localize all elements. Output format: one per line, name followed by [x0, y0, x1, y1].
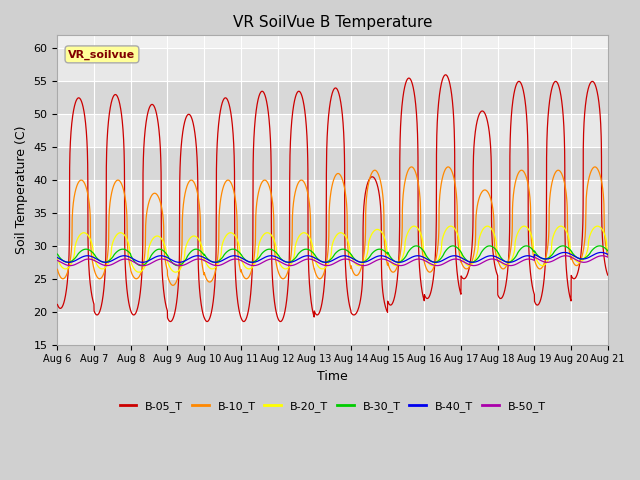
Bar	[58, 213, 608, 246]
B-40_T	[54, 255, 61, 261]
B-05_T	[442, 72, 449, 78]
B-40_T	[561, 250, 568, 255]
B-20_T	[207, 266, 215, 272]
B-05_T	[604, 272, 612, 278]
B-40_T	[604, 252, 612, 257]
Bar	[58, 114, 608, 147]
B-50_T	[207, 261, 215, 267]
B-10_T	[387, 267, 394, 273]
B-20_T	[135, 269, 143, 275]
Line: B-30_T: B-30_T	[58, 246, 608, 265]
B-50_T	[172, 262, 179, 267]
B-10_T	[54, 266, 61, 272]
B-40_T	[552, 252, 559, 258]
Line: B-40_T: B-40_T	[58, 252, 608, 262]
Bar	[58, 312, 608, 345]
B-05_T	[166, 319, 174, 324]
Bar	[58, 147, 608, 180]
B-30_T	[604, 248, 612, 254]
B-05_T	[387, 302, 394, 308]
B-20_T	[387, 258, 394, 264]
Bar	[58, 246, 608, 279]
B-50_T	[54, 257, 61, 263]
B-50_T	[604, 254, 611, 260]
B-05_T	[172, 307, 179, 312]
B-30_T	[387, 254, 394, 260]
B-30_T	[207, 259, 215, 264]
Bar	[58, 82, 608, 114]
B-30_T	[396, 259, 404, 265]
B-50_T	[552, 257, 559, 263]
B-30_T	[552, 247, 559, 253]
Y-axis label: Soil Temperature (C): Soil Temperature (C)	[15, 126, 28, 254]
Line: B-50_T: B-50_T	[58, 256, 608, 265]
B-10_T	[207, 278, 215, 284]
B-50_T	[604, 254, 612, 260]
Line: B-20_T: B-20_T	[58, 226, 608, 272]
Title: VR SoilVue B Temperature: VR SoilVue B Temperature	[233, 15, 433, 30]
B-05_T	[54, 301, 61, 307]
Bar	[58, 180, 608, 213]
Line: B-10_T: B-10_T	[58, 167, 608, 285]
Text: VR_soilvue: VR_soilvue	[68, 49, 136, 60]
B-05_T	[396, 144, 404, 150]
B-30_T	[604, 248, 611, 253]
B-20_T	[604, 249, 612, 254]
B-20_T	[396, 260, 404, 265]
B-05_T	[552, 79, 559, 84]
B-20_T	[484, 223, 492, 229]
B-40_T	[387, 256, 394, 262]
B-05_T	[207, 310, 215, 316]
B-40_T	[207, 258, 215, 264]
B-10_T	[552, 169, 559, 175]
B-30_T	[172, 262, 179, 268]
B-30_T	[174, 263, 182, 268]
B-10_T	[604, 253, 612, 259]
B-20_T	[604, 248, 611, 253]
Legend: B-05_T, B-10_T, B-20_T, B-30_T, B-40_T, B-50_T: B-05_T, B-10_T, B-20_T, B-30_T, B-40_T, …	[115, 396, 550, 416]
B-40_T	[172, 259, 179, 264]
Bar	[58, 48, 608, 82]
X-axis label: Time: Time	[317, 370, 348, 383]
B-10_T	[172, 280, 179, 286]
B-20_T	[552, 228, 559, 233]
B-50_T	[67, 263, 74, 268]
B-10_T	[169, 282, 177, 288]
B-20_T	[54, 255, 61, 261]
B-10_T	[591, 164, 599, 170]
B-05_T	[604, 272, 611, 277]
Line: B-05_T: B-05_T	[58, 75, 608, 322]
B-30_T	[596, 243, 604, 249]
B-50_T	[598, 253, 606, 259]
B-40_T	[604, 252, 611, 257]
B-30_T	[54, 251, 61, 257]
B-50_T	[387, 259, 394, 264]
Bar	[58, 279, 608, 312]
B-40_T	[396, 259, 404, 265]
B-50_T	[396, 263, 404, 268]
B-10_T	[604, 252, 611, 258]
B-40_T	[506, 259, 513, 265]
B-20_T	[172, 269, 179, 275]
B-10_T	[396, 253, 404, 259]
